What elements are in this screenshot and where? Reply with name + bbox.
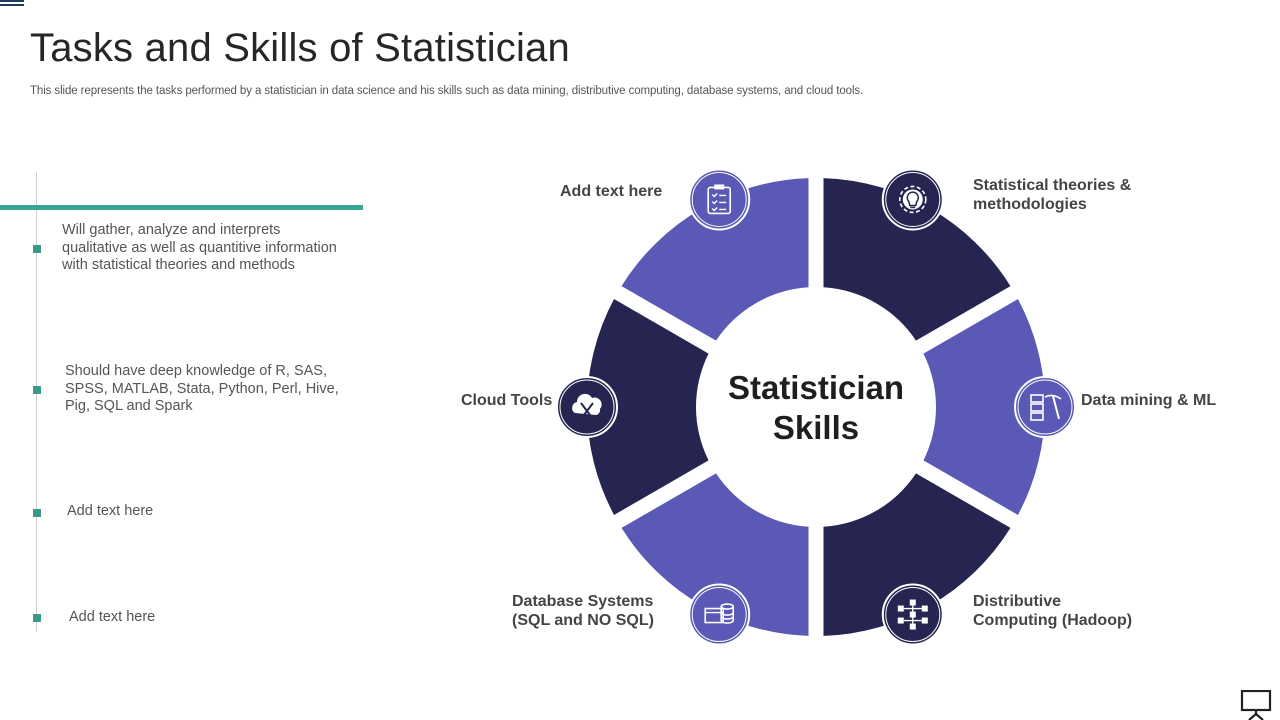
timeline-line xyxy=(36,172,37,632)
database-screen-icon xyxy=(688,583,751,646)
ring-segment-5 xyxy=(587,299,709,515)
skill-6-line-1: Add text here xyxy=(560,183,663,200)
task-2-line-3: Pig, SQL and Spark xyxy=(65,398,193,414)
skill-1-line-1: Statistical theories & xyxy=(973,177,1132,194)
task-4-line-1: Add text here xyxy=(69,609,156,625)
task-bullet-2 xyxy=(33,386,41,394)
center-title-line-1: Statistician xyxy=(727,369,905,406)
presentation-screen-icon xyxy=(1240,690,1272,720)
skill-2-line-1: Data mining & ML xyxy=(1081,392,1217,409)
skill-label-add-text: Add text here xyxy=(560,182,662,201)
ring-segment-1 xyxy=(823,178,1011,341)
task-1-line-1: Will gather, analyze and interprets xyxy=(62,222,281,238)
skill-3-line-2: Computing (Hadoop) xyxy=(973,612,1133,629)
skill-4-line-2: (SQL and NO SQL) xyxy=(512,612,654,629)
skill-4-line-1: Database Systems xyxy=(512,593,654,610)
task-bullet-3 xyxy=(33,509,41,517)
corner-accent-mark xyxy=(0,0,24,6)
page-title: Tasks and Skills of Statistician xyxy=(30,26,570,70)
clipboard-checklist-icon xyxy=(688,168,751,231)
cloud-tools-icon xyxy=(556,376,618,438)
ring-segment-4 xyxy=(621,473,809,636)
ring-segment-6 xyxy=(621,178,809,341)
skill-3-line-1: Distributive xyxy=(973,593,1062,610)
skill-label-cloud-tools: Cloud Tools xyxy=(461,391,552,410)
task-2-line-2: SPSS, MATLAB, Stata, Python, Perl, Hive, xyxy=(65,380,339,397)
skill-label-distributive-computing: Distributive Computing (Hadoop) xyxy=(973,592,1132,630)
task-1-line-2: qualitative as well as quantitive inform… xyxy=(62,239,337,256)
network-nodes-icon xyxy=(881,583,944,646)
skill-label-statistical-theories: Statistical theories & methodologies xyxy=(973,176,1131,214)
skill-label-data-mining: Data mining & ML xyxy=(1081,391,1216,410)
ring-segment-3 xyxy=(823,473,1011,636)
skill-5-line-1: Cloud Tools xyxy=(461,392,553,409)
server-pickaxe-icon xyxy=(1014,376,1076,438)
task-text-4: Add text here xyxy=(69,609,155,627)
task-text-2: Should have deep knowledge of R, SAS, SP… xyxy=(65,363,339,416)
center-title: Statistician Skills xyxy=(716,368,916,448)
page-subtitle: This slide represents the tasks performe… xyxy=(30,85,864,97)
task-3-line-1: Add text here xyxy=(67,503,154,519)
task-1-line-3: with statistical theories and methods xyxy=(62,257,295,273)
accent-bar xyxy=(0,205,363,210)
gear-lightbulb-icon xyxy=(881,168,944,231)
task-text-1: Will gather, analyze and interprets qual… xyxy=(62,222,337,275)
task-bullet-4 xyxy=(33,614,41,622)
center-title-line-2: Skills xyxy=(772,409,860,446)
task-text-3: Add text here xyxy=(67,503,153,521)
skill-1-line-2: methodologies xyxy=(973,196,1087,213)
task-bullet-1 xyxy=(33,245,41,253)
skill-label-database-systems: Database Systems (SQL and NO SQL) xyxy=(512,592,654,630)
ring-segment-2 xyxy=(923,299,1045,515)
task-2-line-1: Should have deep knowledge of R, SAS, xyxy=(65,363,327,379)
